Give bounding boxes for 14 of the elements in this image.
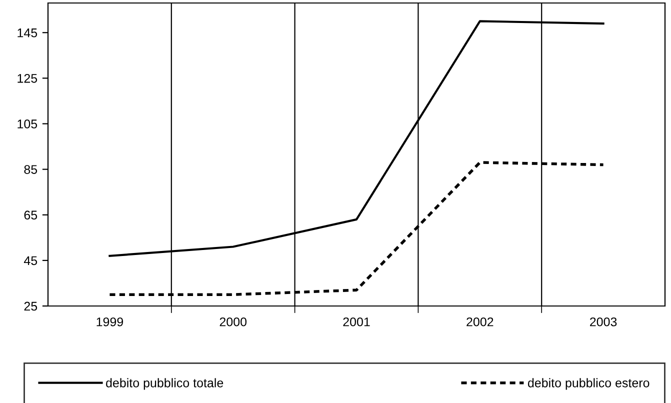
- x-tick-label: 2003: [590, 317, 617, 326]
- y-tick-label: 65: [24, 210, 38, 220]
- y-tick-label: 125: [18, 74, 38, 83]
- y-tick-label: 25: [24, 302, 38, 311]
- x-tick-label: 2000: [220, 317, 247, 326]
- x-tick-label: 1999: [96, 317, 124, 326]
- x-tick-label: 2001: [343, 317, 370, 326]
- y-tick-label: 145: [18, 28, 38, 38]
- y-tick-label: 85: [24, 165, 38, 174]
- y-tick-label: 45: [24, 256, 38, 266]
- x-tick-label: 2002: [466, 317, 494, 326]
- legend-label: debito pubblico totale: [106, 378, 224, 390]
- text: debito pubblico estero: [528, 378, 650, 390]
- y-tick-label: 105: [18, 120, 38, 128]
